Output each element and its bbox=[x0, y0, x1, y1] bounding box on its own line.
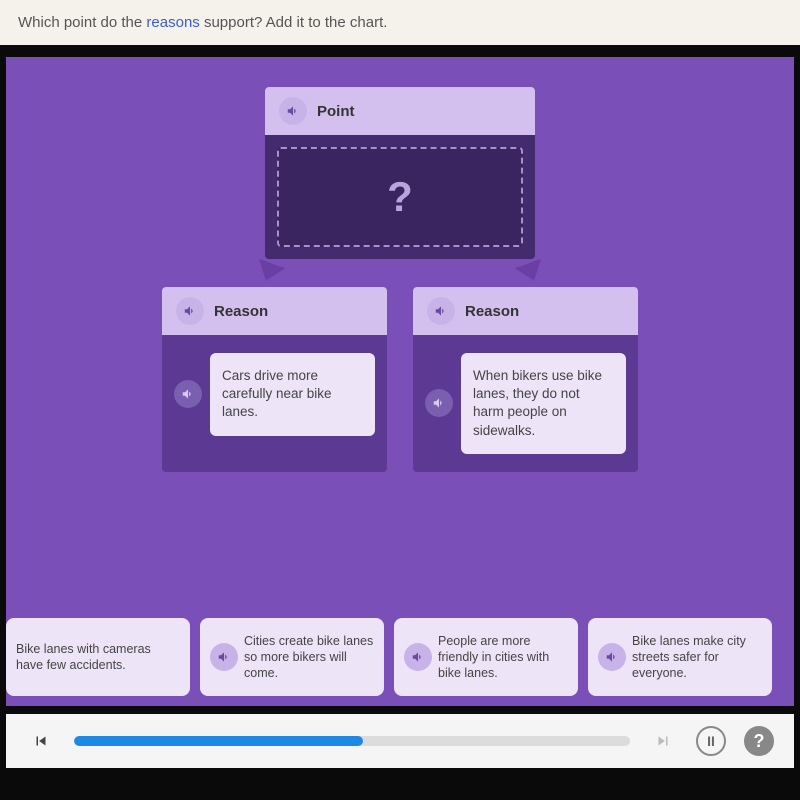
reason-card: Cars drive more carefully near bike lane… bbox=[210, 353, 375, 436]
point-label: Point bbox=[317, 103, 355, 120]
restart-button[interactable] bbox=[26, 726, 56, 756]
arrow-left-icon bbox=[253, 259, 285, 285]
reason-label: Reason bbox=[465, 303, 519, 320]
audio-icon[interactable] bbox=[176, 297, 204, 325]
progress-fill bbox=[74, 736, 363, 746]
option-card[interactable]: People are more friendly in cities with … bbox=[394, 618, 578, 696]
reason-body: When bikers use bike lanes, they do not … bbox=[413, 335, 638, 472]
activity-stage: Point ? Reason bbox=[6, 57, 794, 706]
reason-header: Reason bbox=[413, 287, 638, 335]
option-card[interactable]: Bike lanes make city streets safer for e… bbox=[588, 618, 772, 696]
option-card[interactable]: Bike lanes with cameras have few acciden… bbox=[6, 618, 190, 696]
reason-header: Reason bbox=[162, 287, 387, 335]
audio-icon[interactable] bbox=[427, 297, 455, 325]
audio-icon[interactable] bbox=[598, 643, 626, 671]
option-card[interactable]: Cities create bike lanes so more bikers … bbox=[200, 618, 384, 696]
option-text: Bike lanes make city streets safer for e… bbox=[632, 633, 762, 682]
stage-wrap: Point ? Reason bbox=[0, 45, 800, 800]
options-row: Bike lanes with cameras have few acciden… bbox=[26, 618, 774, 696]
question-bar: Which point do the reasons support? Add … bbox=[0, 0, 800, 45]
reason-box: Reason Cars drive more carefully near bi… bbox=[162, 287, 387, 472]
option-text: People are more friendly in cities with … bbox=[438, 633, 568, 682]
question-text-post: support? Add it to the chart. bbox=[200, 14, 388, 31]
option-text: Bike lanes with cameras have few acciden… bbox=[16, 641, 180, 674]
bottom-pad bbox=[0, 768, 800, 800]
point-box: Point ? bbox=[265, 87, 535, 259]
reason-box: Reason When bikers use bike lanes, they … bbox=[413, 287, 638, 472]
audio-icon[interactable] bbox=[210, 643, 238, 671]
option-text: Cities create bike lanes so more bikers … bbox=[244, 633, 374, 682]
reason-label: Reason bbox=[214, 303, 268, 320]
reasons-row: Reason Cars drive more carefully near bi… bbox=[162, 287, 638, 472]
help-button[interactable]: ? bbox=[744, 726, 774, 756]
audio-icon[interactable] bbox=[404, 643, 432, 671]
placeholder-icon: ? bbox=[387, 173, 413, 221]
progress-bar[interactable] bbox=[74, 736, 630, 746]
audio-icon[interactable] bbox=[425, 389, 453, 417]
reason-card: When bikers use bike lanes, they do not … bbox=[461, 353, 626, 454]
next-button bbox=[648, 726, 678, 756]
question-keyword: reasons bbox=[146, 14, 199, 31]
point-drop-zone[interactable]: ? bbox=[277, 147, 523, 247]
chart-area: Point ? Reason bbox=[26, 87, 774, 594]
audio-icon[interactable] bbox=[174, 380, 202, 408]
pause-button[interactable]: II bbox=[696, 726, 726, 756]
arrow-right-icon bbox=[515, 259, 547, 285]
audio-icon[interactable] bbox=[279, 97, 307, 125]
question-text-pre: Which point do the bbox=[18, 14, 146, 31]
reason-body: Cars drive more carefully near bike lane… bbox=[162, 335, 387, 454]
point-header: Point bbox=[265, 87, 535, 135]
connector-arrows bbox=[200, 257, 600, 287]
player-bar: II ? bbox=[6, 714, 794, 768]
